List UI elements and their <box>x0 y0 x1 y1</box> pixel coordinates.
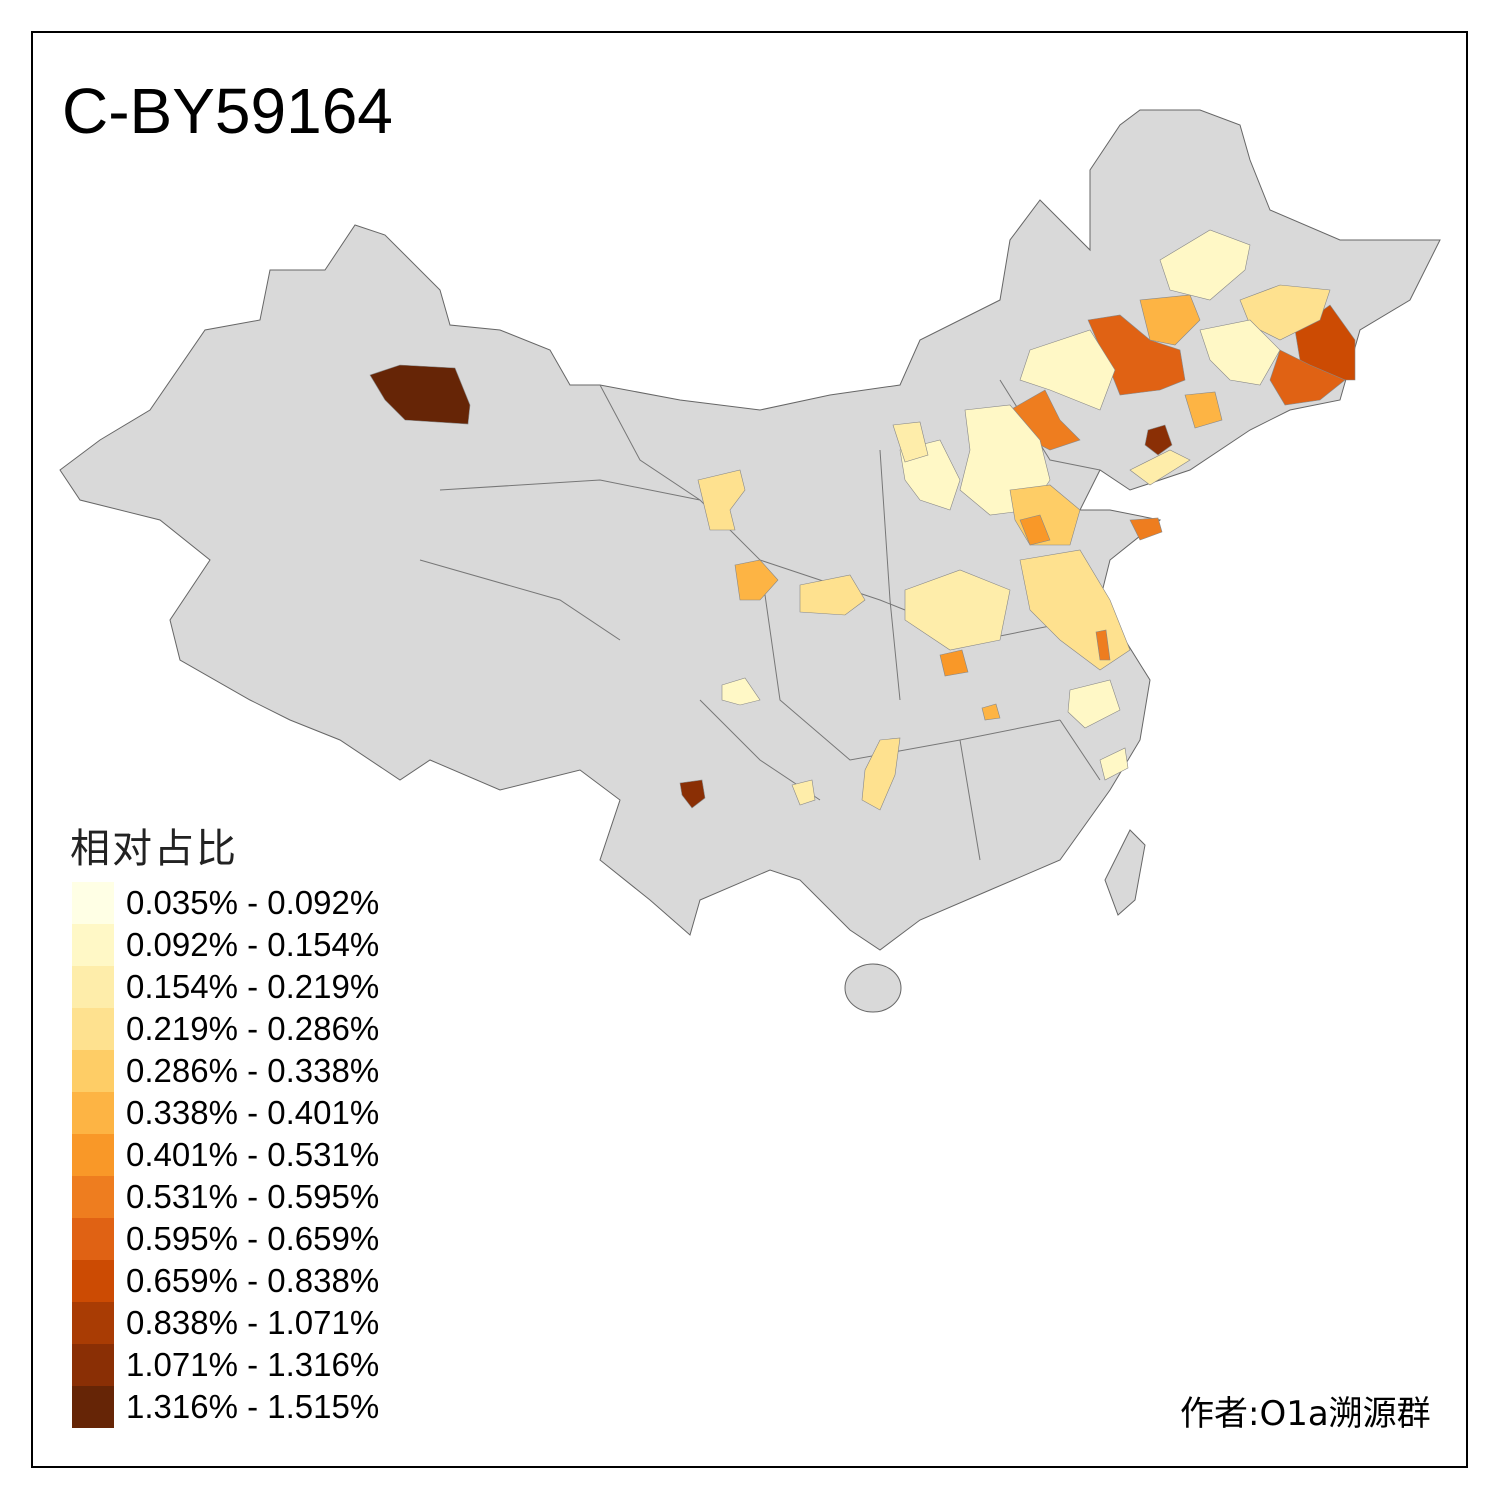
region-liaoning-2 <box>1184 391 1223 429</box>
legend-swatch <box>72 1218 114 1260</box>
legend-title: 相对占比 <box>70 826 238 872</box>
region-anhui <box>1067 679 1121 729</box>
legend-swatch <box>72 966 114 1008</box>
legend-item: 1.071% - 1.316% <box>72 1344 379 1386</box>
legend-swatch <box>72 1302 114 1344</box>
region-gansu-1 <box>697 469 746 531</box>
region-hubei-2 <box>981 703 1001 721</box>
legend-label: 0.659% - 0.838% <box>126 1262 380 1299</box>
region-ne-8 <box>1199 319 1281 386</box>
legend-item: 0.035% - 0.092% <box>72 882 379 924</box>
region-guizhou <box>861 737 901 811</box>
legend-item: 0.286% - 0.338% <box>72 1050 379 1092</box>
legend-item: 0.531% - 0.595% <box>72 1176 379 1218</box>
region-jiangsu-2 <box>1095 629 1111 661</box>
legend-label: 0.531% - 0.595% <box>126 1178 380 1215</box>
legend-item: 0.219% - 0.286% <box>72 1008 379 1050</box>
legend-swatch <box>72 1092 114 1134</box>
map-frame <box>31 31 1468 1468</box>
legend: 0.035% - 0.092% 0.092% - 0.154% 0.154% - 0… <box>72 882 379 1428</box>
region-ne-5 <box>1139 294 1201 346</box>
legend-item: 0.595% - 0.659% <box>72 1218 379 1260</box>
legend-swatch <box>72 1176 114 1218</box>
legend-label: 0.595% - 0.659% <box>126 1220 380 1257</box>
legend-label: 0.035% - 0.092% <box>126 884 380 921</box>
legend-label: 0.838% - 1.071% <box>126 1304 380 1341</box>
legend-item: 0.338% - 0.401% <box>72 1092 379 1134</box>
region-zhejiang <box>1099 747 1129 781</box>
legend-swatch <box>72 882 114 924</box>
legend-swatch <box>72 1386 114 1428</box>
legend-item: 0.659% - 0.838% <box>72 1260 379 1302</box>
legend-label: 0.338% - 0.401% <box>126 1094 380 1131</box>
legend-swatch <box>72 1260 114 1302</box>
region-ne-3 <box>1269 349 1346 406</box>
legend-item: 1.316% - 1.515% <box>72 1386 379 1428</box>
region-liaoning-1 <box>1144 424 1173 456</box>
legend-label: 0.401% - 0.531% <box>126 1136 380 1173</box>
legend-label: 0.092% - 0.154% <box>126 926 380 963</box>
legend-swatch <box>72 1050 114 1092</box>
author-credit: 作者:O1a溯源群 <box>1180 1394 1431 1434</box>
legend-swatch <box>72 924 114 966</box>
region-xinjiang-north <box>369 364 471 425</box>
legend-item: 0.401% - 0.531% <box>72 1134 379 1176</box>
legend-swatch <box>72 1008 114 1050</box>
province-borders <box>419 379 1101 861</box>
map-title: C-BY59164 <box>62 75 393 147</box>
legend-label: 0.154% - 0.219% <box>126 968 380 1005</box>
region-hubei <box>939 649 969 677</box>
region-guizhou-2 <box>791 779 816 806</box>
region-ningxia <box>892 421 929 463</box>
region-gansu-2 <box>734 559 779 601</box>
china-mainland <box>59 109 1441 951</box>
legend-swatch <box>72 1134 114 1176</box>
region-henan <box>904 569 1011 651</box>
region-shaanxi <box>799 574 866 616</box>
region-yunnan <box>679 779 706 809</box>
legend-label: 0.286% - 0.338% <box>126 1052 380 1089</box>
region-shandong-2 <box>1019 514 1051 546</box>
legend-item: 0.154% - 0.219% <box>72 966 379 1008</box>
legend-item: 0.092% - 0.154% <box>72 924 379 966</box>
taiwan-island <box>1104 829 1146 916</box>
legend-label: 1.071% - 1.316% <box>126 1346 380 1383</box>
hainan-island <box>844 963 902 1013</box>
legend-swatch <box>72 1344 114 1386</box>
region-liaoning-3 <box>1129 449 1191 486</box>
region-inner-mongolia <box>1019 329 1116 411</box>
region-shandong-3 <box>1129 517 1163 541</box>
region-sichuan <box>721 677 761 706</box>
legend-label: 1.316% - 1.515% <box>126 1388 380 1425</box>
region-ne-7 <box>1159 229 1251 301</box>
legend-label: 0.219% - 0.286% <box>126 1010 380 1047</box>
legend-item: 0.838% - 1.071% <box>72 1302 379 1344</box>
